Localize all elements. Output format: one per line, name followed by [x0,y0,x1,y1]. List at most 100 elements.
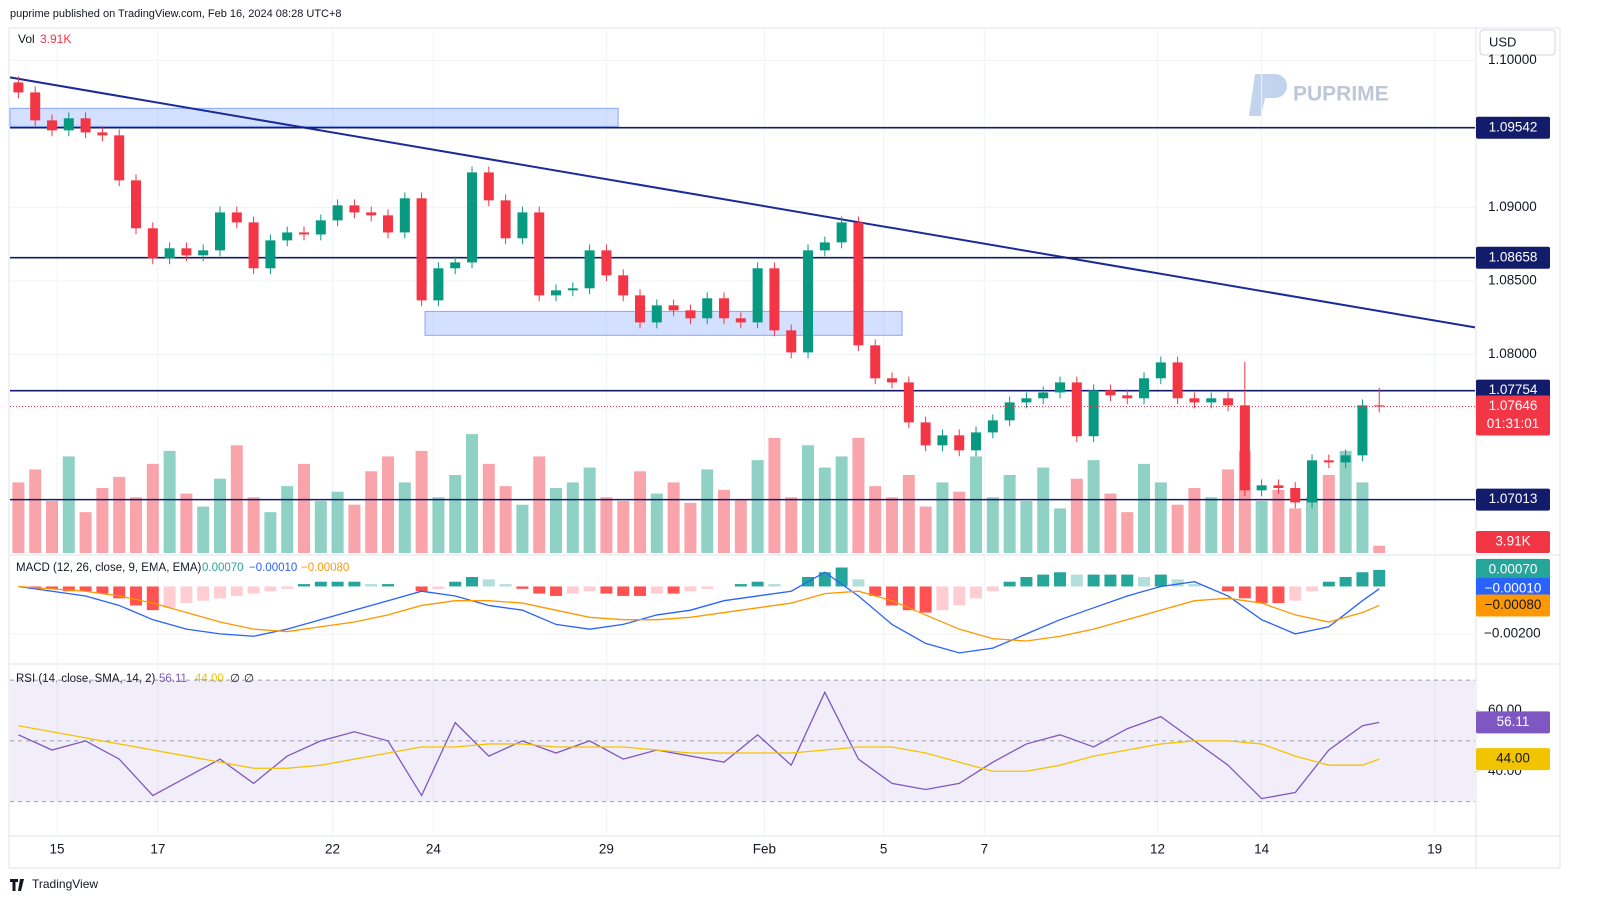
macd-histogram-bar [634,586,647,596]
volume-label-box [1476,531,1550,553]
macd-legend-signal: −0.00080 [301,562,349,574]
footer-logo [10,879,24,891]
x-tick-label: 29 [599,842,614,857]
countdown: 01:31:01 [1487,416,1540,431]
y-tick-label: 1.09000 [1488,199,1537,214]
macd-histogram-bar [62,586,75,592]
candle-body [80,118,91,133]
volume-bar [113,476,126,553]
volume-bar [1037,467,1050,553]
candle-body [651,305,662,323]
volume-bar [449,475,462,553]
volume-bar [1054,508,1067,553]
macd-histogram-bar [46,586,59,589]
candle-body [920,422,931,446]
candle-body [500,200,511,239]
candle-body [668,305,679,311]
macd-histogram-bar [936,586,949,611]
macd-histogram-bar [751,581,764,587]
volume-bar [902,475,915,553]
volume-bar [12,482,25,553]
volume-bar [298,463,311,553]
volume-bar [566,482,579,553]
candle-body [803,250,814,353]
candle-body [584,250,595,289]
frame [8,27,1561,869]
volume-bar [214,478,227,553]
volume-bar [432,497,445,553]
candle-body [987,420,998,433]
candle-body [1307,460,1318,503]
candle-body [383,215,394,233]
candle-body [1021,398,1032,403]
candle-body [399,198,410,233]
x-tick-label: 7 [981,842,989,857]
macd-histogram-bar [163,586,176,608]
macd-histogram-bar [986,586,999,592]
candle-body [635,295,646,323]
volume-bar [634,471,647,553]
macd-histogram-bar [701,586,714,589]
volume-bar [919,506,932,553]
volume-bar [146,463,159,553]
candle-body [1323,460,1334,463]
volume-bar [1289,508,1302,553]
macd-histogram-bar [1138,576,1151,587]
macd-histogram-bar [482,579,495,587]
macd-histogram-bar [499,584,512,587]
rsi-legend-value: 56.11 [159,673,187,685]
volume-bar [29,469,42,553]
candle-body [1239,405,1250,491]
volume-bar [953,491,966,553]
volume-title: Vol [18,32,35,46]
candle-body [114,135,125,181]
candle-body [551,290,562,296]
candle-body [1206,398,1217,403]
volume-bar [466,434,479,553]
candle-body [853,222,864,346]
candle-body [517,212,528,239]
macd-histogram-bar [449,581,462,587]
volume-bar [331,491,344,553]
candle-body [685,310,696,319]
candle-body [719,298,730,319]
currency[interactable]: USD [1489,34,1516,49]
macd-histogram-bar [113,586,126,599]
candle-body [433,268,444,301]
macd-histogram-bar [919,586,932,613]
y-tick-label: −0.00200 [1484,625,1541,640]
volume-bar [180,493,193,553]
candle-body [752,268,763,323]
macd-histogram-bar [1255,586,1268,604]
macd-histogram-bar [852,579,865,587]
volume-bar [550,488,563,553]
volume-bar [1154,482,1167,553]
currency-box[interactable] [1479,29,1556,56]
x-tick-label: 17 [150,842,165,857]
candle-body [937,435,948,446]
volume-bar [936,482,949,553]
volume-bar [852,437,865,553]
volume-label: 3.91K [1495,534,1530,549]
macd-histogram-bar [886,586,899,606]
volume-bar [768,437,781,553]
macd-histogram-bar [970,586,983,599]
macd-histogram-bar [1306,586,1319,592]
candle-body [1071,382,1082,437]
candle-body [13,82,24,93]
candle-body [1374,405,1385,407]
macd-histogram-bar [298,584,311,587]
macd-histogram-bar [516,586,529,589]
volume-bar [718,489,731,553]
rsi-line [18,725,1380,772]
candle-body [1122,395,1133,399]
last-price-box [1476,395,1550,436]
macd-histogram-bar [331,581,344,587]
macd-histogram-bar [314,581,327,587]
macd-histogram-bar [533,586,546,594]
volume-bar [314,501,327,553]
volume-bar [516,504,529,553]
zone [9,107,619,127]
volume-bar [1020,501,1033,553]
macd-histogram-bar [230,586,243,596]
